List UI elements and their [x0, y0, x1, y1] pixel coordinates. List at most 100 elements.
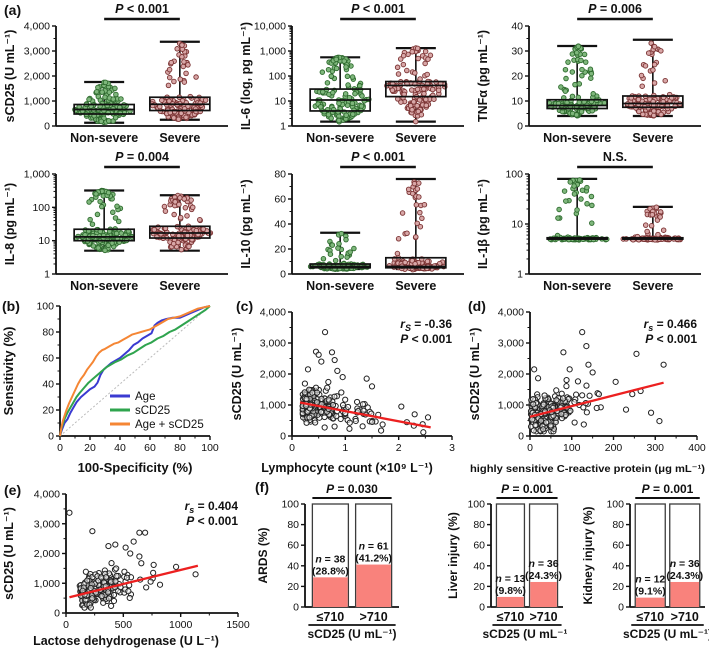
svg-text:10: 10 [274, 96, 286, 108]
svg-text:P < 0.001: P < 0.001 [645, 332, 697, 346]
svg-text:(9.1%): (9.1%) [635, 586, 666, 598]
svg-text:>710: >710 [671, 610, 699, 624]
svg-text:100: 100 [201, 442, 219, 454]
svg-text:(9.8%): (9.8%) [495, 585, 526, 597]
svg-text:P < 0.001: P < 0.001 [351, 150, 405, 164]
barchart-liver-injury: 0 20 40 60 80 100 Liver injury (%) P = 0.001 n =… [445, 480, 572, 653]
svg-text:3,000: 3,000 [34, 518, 60, 530]
svg-text:0: 0 [57, 442, 63, 454]
svg-text:rS = -0.36: rS = -0.36 [400, 317, 452, 333]
svg-text:P < 0.001: P < 0.001 [400, 332, 452, 346]
svg-text:sCD25 (U mL⁻¹): sCD25 (U mL⁻¹) [3, 30, 17, 123]
svg-text:1,000: 1,000 [498, 400, 524, 412]
svg-text:4,000: 4,000 [34, 489, 60, 501]
svg-text:>710: >710 [360, 610, 388, 624]
svg-text:3,000: 3,000 [260, 338, 286, 350]
svg-text:60: 60 [144, 442, 156, 454]
panel-label-a: (a) [4, 2, 22, 18]
svg-text:Severe: Severe [159, 131, 200, 145]
svg-text:0: 0 [289, 442, 295, 454]
panel-label-b: (b) [2, 298, 20, 314]
svg-text:20: 20 [287, 581, 299, 593]
svg-text:rs = 0.404: rs = 0.404 [185, 499, 239, 515]
svg-text:1,000: 1,000 [34, 578, 60, 590]
svg-text:1,000: 1,000 [260, 46, 286, 58]
svg-text:n = 36: n = 36 [670, 558, 700, 570]
barchart-ards: 0 20 40 60 80 100 ARDS (%) P = 0.030 n = 38 (28.8… [255, 480, 405, 653]
svg-text:0: 0 [527, 442, 533, 454]
svg-text:2: 2 [396, 442, 402, 454]
svg-text:30: 30 [511, 46, 523, 58]
svg-text:N.S.: N.S. [603, 150, 627, 164]
svg-text:0: 0 [48, 431, 54, 443]
svg-text:10,000: 10,000 [254, 21, 286, 33]
svg-text:n = 12: n = 12 [635, 574, 665, 586]
svg-text:P = 0.001: P = 0.001 [642, 482, 694, 496]
svg-text:40: 40 [287, 560, 299, 572]
svg-text:1,000: 1,000 [24, 169, 50, 181]
svg-text:Non-severe: Non-severe [306, 279, 374, 293]
svg-text:4,000: 4,000 [24, 21, 50, 33]
svg-text:0: 0 [63, 619, 69, 631]
svg-text:3,000: 3,000 [498, 338, 524, 350]
svg-text:P < 0.001: P < 0.001 [115, 2, 169, 16]
svg-text:sCD25 (U mL⁻¹): sCD25 (U mL⁻¹) [230, 328, 244, 421]
svg-text:200: 200 [605, 442, 623, 454]
svg-text:2,000: 2,000 [498, 369, 524, 381]
svg-text:40: 40 [114, 442, 126, 454]
svg-text:sCD25 (U mL⁻¹): sCD25 (U mL⁻¹) [468, 328, 482, 421]
svg-text:0: 0 [618, 602, 624, 614]
svg-text:1,000: 1,000 [24, 96, 50, 108]
svg-text:100: 100 [36, 301, 54, 313]
svg-text:Non-severe: Non-severe [70, 131, 138, 145]
svg-text:≤710: ≤710 [317, 610, 345, 624]
svg-text:80: 80 [174, 442, 186, 454]
scatter-crp: 0 1,000 2,000 3,000 4,000 0 100 200 300 400 highly… [466, 296, 709, 485]
barchart-kidney-injury: 0 20 40 60 80 100 Kidney injury (%) P = 0.001 n … [580, 480, 709, 653]
svg-text:sCD25 (U mL⁻¹): sCD25 (U mL⁻¹) [482, 627, 567, 641]
svg-text:60: 60 [473, 540, 485, 552]
svg-text:0: 0 [479, 602, 485, 614]
svg-text:0: 0 [280, 431, 286, 443]
svg-text:0: 0 [517, 121, 523, 133]
svg-text:Severe: Severe [159, 279, 200, 293]
svg-text:500: 500 [115, 619, 133, 631]
svg-text:P < 0.001: P < 0.001 [351, 2, 405, 16]
svg-text:60: 60 [42, 353, 54, 365]
svg-text:20: 20 [274, 244, 286, 256]
svg-text:0: 0 [54, 608, 60, 620]
svg-text:80: 80 [42, 327, 54, 339]
svg-text:0: 0 [518, 431, 524, 443]
svg-text:100: 100 [268, 71, 286, 83]
svg-text:40: 40 [612, 560, 624, 572]
svg-text:IL-1β (pg mL⁻¹): IL-1β (pg mL⁻¹) [476, 179, 490, 269]
svg-text:80: 80 [287, 519, 299, 531]
svg-text:4,000: 4,000 [260, 307, 286, 319]
svg-text:80: 80 [473, 519, 485, 531]
svg-text:100: 100 [505, 169, 523, 181]
svg-text:sCD25: sCD25 [135, 405, 170, 417]
svg-text:P = 0.006: P = 0.006 [588, 2, 642, 16]
svg-text:60: 60 [274, 194, 286, 206]
svg-text:1500: 1500 [226, 619, 250, 631]
svg-text:40: 40 [274, 219, 286, 231]
svg-text:100: 100 [606, 499, 624, 511]
svg-text:Non-severe: Non-severe [70, 279, 138, 293]
svg-text:1: 1 [280, 121, 286, 133]
svg-text:ARDS (%): ARDS (%) [256, 527, 270, 583]
roc-curve-chart: 0 20 40 60 80 100 0 20 40 60 80 100 100-Specificity … [0, 296, 228, 485]
svg-text:Severe: Severe [395, 131, 436, 145]
svg-text:1: 1 [44, 269, 50, 281]
svg-text:Severe: Severe [632, 131, 673, 145]
svg-text:2,000: 2,000 [34, 548, 60, 560]
svg-text:20: 20 [511, 71, 523, 83]
svg-text:rs = 0.466: rs = 0.466 [644, 317, 698, 333]
svg-text:≤710: ≤710 [636, 610, 664, 624]
svg-text:2,000: 2,000 [260, 369, 286, 381]
svg-text:P = 0.030: P = 0.030 [326, 482, 378, 496]
svg-text:(24.3%): (24.3%) [666, 570, 703, 582]
svg-text:(41.2%): (41.2%) [355, 553, 392, 565]
panel-label-f: (f) [255, 479, 269, 495]
svg-text:P = 0.004: P = 0.004 [115, 150, 169, 164]
svg-text:(24.3%): (24.3%) [525, 570, 562, 582]
